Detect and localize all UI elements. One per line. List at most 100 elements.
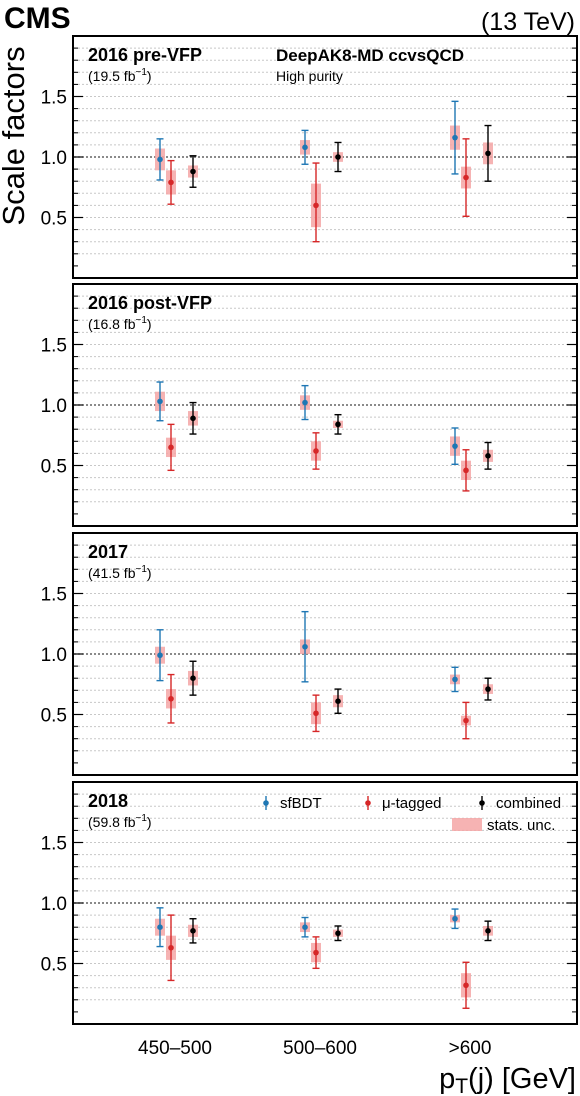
y-tick-label: 1.5 — [41, 585, 67, 606]
marker — [168, 444, 174, 451]
y-tick-label: 1.5 — [41, 834, 67, 855]
marker — [485, 928, 491, 934]
marker — [168, 695, 174, 702]
y-tick-label: 0.5 — [41, 955, 67, 976]
lumi-label: (19.5 fb−1) — [88, 67, 152, 84]
marker — [335, 421, 341, 428]
point-mu-tagged — [166, 159, 176, 205]
y-tick-label: 1.0 — [41, 645, 67, 666]
y-tick-label: 1.5 — [41, 88, 67, 109]
point-sfbdt — [300, 610, 310, 683]
point-mu-tagged — [311, 432, 321, 470]
x-axis-label-main: p — [439, 1063, 455, 1095]
marker — [452, 915, 458, 922]
x-tick-label: >600 — [449, 1038, 492, 1059]
energy-label: (13 TeV) — [481, 8, 575, 36]
marker — [157, 924, 163, 930]
era-label: 2018 — [88, 791, 128, 811]
point-mu-tagged — [461, 961, 471, 1009]
lumi-close: ) — [147, 68, 152, 84]
point-combined — [188, 155, 198, 188]
panel-3: 0.5 1.0 1.5 2018 (59.8 fb−1) sfBDT μ-tagged com… — [41, 781, 578, 1025]
marker — [452, 443, 458, 449]
y-axis-label: Scale factors — [0, 46, 31, 225]
point-sfbdt — [450, 100, 460, 175]
marker — [302, 643, 308, 650]
legend-label: combined — [496, 795, 561, 812]
y-tick-label: 0.5 — [41, 457, 67, 478]
point-sfbdt — [300, 129, 310, 165]
legend-entry-mu-tagged: μ-tagged — [365, 795, 442, 812]
marker — [463, 717, 469, 724]
x-tick-label: 500–600 — [283, 1038, 357, 1059]
y-tick-label: 1.0 — [41, 148, 67, 169]
x-axis-label-rest: (j) [GeV] — [468, 1063, 576, 1095]
point-sfbdt — [450, 427, 460, 465]
legend-marker — [479, 800, 485, 806]
lumi-value: (19.5 fb — [88, 68, 136, 84]
marker — [452, 134, 458, 141]
lumi-exponent: −1 — [135, 315, 147, 326]
marker — [313, 710, 319, 717]
x-tick-label: 450–500 — [138, 1038, 212, 1059]
y-tick-label: 0.5 — [41, 706, 67, 727]
marker — [157, 156, 163, 163]
point-mu-tagged — [166, 423, 176, 472]
lumi-value: (59.8 fb — [88, 814, 136, 830]
point-mu-tagged — [311, 936, 321, 970]
point-sfbdt — [300, 916, 310, 938]
panel-0: 0.5 1.0 1.5 2016 pre-VFP (19.5 fb−1) DeepAK8-… — [41, 35, 578, 279]
marker — [190, 415, 196, 422]
lumi-label: (41.5 fb−1) — [88, 564, 152, 581]
point-mu-tagged — [461, 138, 471, 217]
era-label: 2017 — [88, 542, 128, 562]
lumi-exponent: −1 — [135, 813, 147, 824]
point-combined — [188, 401, 198, 435]
point-combined — [188, 660, 198, 696]
legend-entry-combined: combined — [479, 795, 561, 812]
lumi-label: (59.8 fb−1) — [88, 813, 152, 830]
point-combined — [333, 925, 343, 942]
point-combined — [483, 920, 493, 942]
x-axis-label: pT(j) [GeV] — [439, 1063, 576, 1096]
y-tick-label: 1.0 — [41, 396, 67, 417]
point-sfbdt — [155, 629, 165, 682]
marker — [168, 944, 174, 951]
marker — [157, 398, 163, 405]
x-axis-label-sub: T — [455, 1075, 468, 1096]
point-mu-tagged — [311, 162, 321, 243]
marker — [302, 144, 308, 151]
lumi-value: (16.8 fb — [88, 316, 136, 332]
point-sfbdt — [155, 138, 165, 181]
legend-band-swatch — [452, 818, 482, 831]
panel-frame — [72, 781, 578, 1025]
point-mu-tagged — [166, 914, 176, 982]
tagger-label: DeepAK8-MD ccvsQCD — [276, 46, 464, 65]
legend-band-label: stats. unc. — [487, 817, 555, 834]
point-combined — [333, 688, 343, 714]
marker — [190, 675, 196, 681]
marker — [313, 448, 319, 454]
cms-label: CMS — [4, 2, 71, 35]
working-point-label: High purity — [276, 68, 343, 84]
lumi-exponent: −1 — [135, 564, 147, 575]
marker — [335, 930, 341, 937]
panel-2: 0.5 1.0 1.5 2017 (41.5 fb−1) — [41, 532, 578, 776]
lumi-close: ) — [147, 565, 152, 581]
marker — [302, 924, 308, 930]
point-mu-tagged — [461, 449, 471, 492]
point-mu-tagged — [461, 701, 471, 740]
marker — [485, 686, 491, 692]
y-tick-label: 1.5 — [41, 336, 67, 357]
marker — [313, 202, 319, 209]
marker — [452, 676, 458, 683]
marker — [463, 982, 469, 989]
y-tick-label: 0.5 — [41, 209, 67, 230]
point-combined — [483, 441, 493, 470]
point-combined — [188, 918, 198, 944]
marker — [313, 949, 319, 956]
lumi-exponent: −1 — [135, 67, 147, 78]
marker — [485, 150, 491, 157]
